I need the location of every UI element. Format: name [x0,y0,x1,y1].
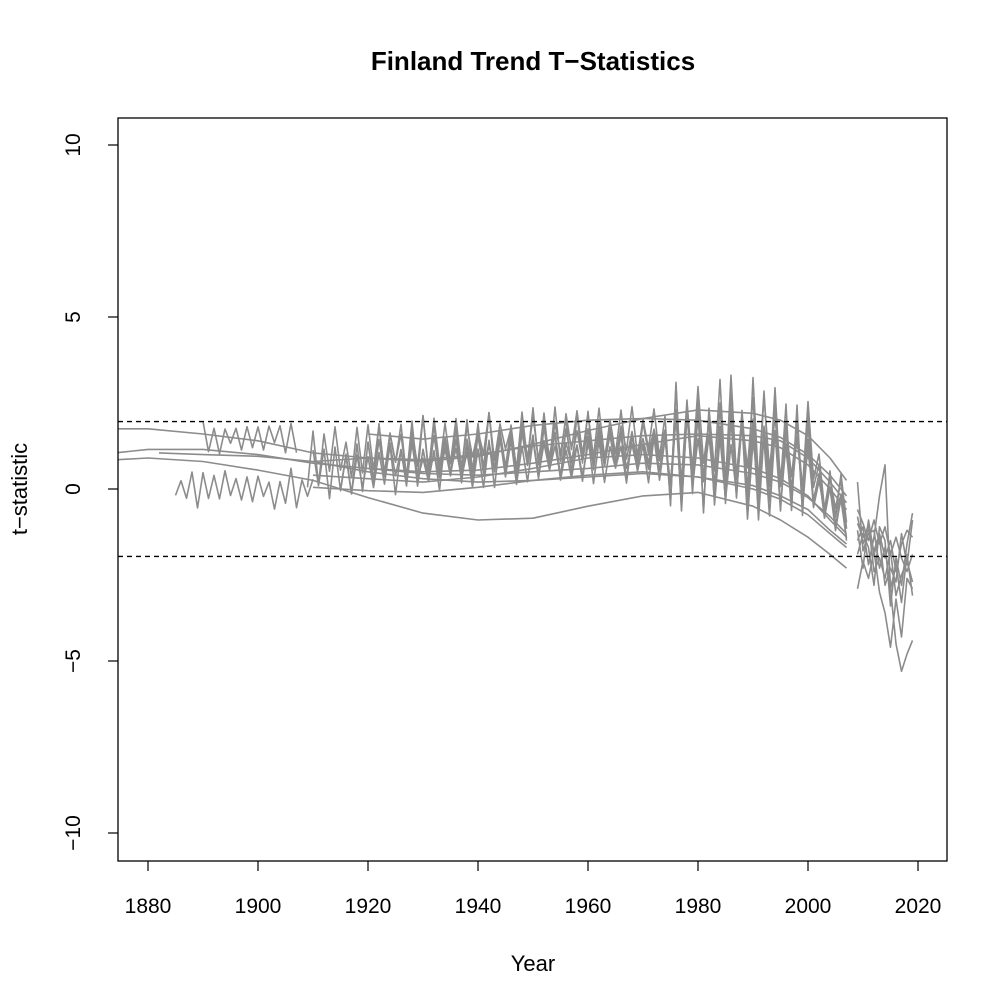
series-line-7 [312,472,848,545]
noisy-series-line-6 [202,421,298,455]
x-tick-label: 1920 [345,895,392,918]
plot-frame [117,117,948,862]
series-line-5 [312,453,848,538]
late-series-line-2 [856,550,914,649]
x-tick-label: 1960 [565,895,612,918]
series-line-9 [367,462,848,535]
chart-title: Finland Trend T−Statistics [371,46,695,76]
noisy-series-line-7 [422,408,848,529]
x-tick-label: 2020 [895,895,942,918]
reference-layer [118,420,947,558]
x-tick-label: 1980 [675,895,722,918]
x-tick-label: 1880 [125,895,172,918]
y-tick-label: 0 [62,483,85,495]
series-layer [118,374,914,673]
y-tick-label: 10 [62,133,85,156]
series-line-3 [118,457,848,569]
x-tick-label: 2000 [785,895,832,918]
y-tick-label: 5 [62,311,85,323]
y-axis-label: t−statistic [7,443,32,535]
y-tick-label: −5 [62,649,85,673]
axes-layer: 1880 1900 1920 1940 1960 1980 2000 2020 −10 −5 0 5 1… [62,133,941,918]
late-series-line-7 [856,512,914,607]
x-axis-label: Year [511,951,555,976]
late-series-line-8 [856,509,914,573]
noisy-series-line-4 [367,381,848,523]
x-tick-label: 1900 [235,895,282,918]
x-tick-label: 1940 [455,895,502,918]
late-series-line-3 [856,464,914,673]
y-tick-label: −10 [62,815,85,851]
noisy-series-line-5 [174,467,314,510]
